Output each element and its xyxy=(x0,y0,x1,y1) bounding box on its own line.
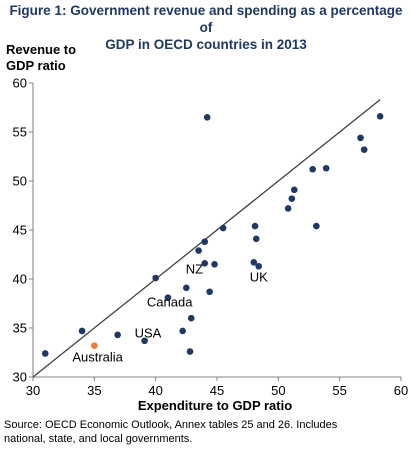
annotation-usa: USA xyxy=(135,326,162,341)
y-tick-label: 45 xyxy=(13,223,27,238)
data-point xyxy=(78,327,86,335)
annotation-uk: UK xyxy=(250,269,268,284)
y-axis-label-line-1: Revenue to xyxy=(6,42,77,57)
x-tick-label: 45 xyxy=(210,383,224,398)
x-tick-label: 40 xyxy=(148,383,162,398)
data-point xyxy=(183,284,190,292)
x-tick-label: 30 xyxy=(26,383,40,398)
data-point xyxy=(206,288,213,296)
data-point xyxy=(250,259,258,266)
data-point xyxy=(211,261,218,268)
data-point xyxy=(251,222,259,230)
data-point xyxy=(152,274,159,282)
chart-title: Figure 1: Government revenue and spendin… xyxy=(4,2,408,53)
data-point xyxy=(201,260,209,267)
annotation-australia: Australia xyxy=(72,350,123,365)
data-point xyxy=(195,247,202,254)
data-point xyxy=(252,235,260,243)
data-point xyxy=(203,114,211,121)
data-point xyxy=(255,262,263,270)
data-point xyxy=(360,146,368,153)
chart-title-line-1: Figure 1: Government revenue and spendin… xyxy=(9,3,403,35)
source-note-line-2: national, state, and local governments. xyxy=(4,433,193,445)
y-axis-label-line-2: GDP ratio xyxy=(6,58,66,73)
y-tick-label: 60 xyxy=(13,76,27,91)
x-tick-label: 60 xyxy=(394,383,408,398)
data-point xyxy=(313,222,320,230)
x-tick-label: 55 xyxy=(332,383,346,398)
data-point xyxy=(179,327,186,335)
chart-title-line-2: GDP in OECD countries in 2013 xyxy=(105,37,307,52)
data-point xyxy=(376,113,384,120)
reference-line xyxy=(32,99,381,378)
data-point xyxy=(309,165,316,173)
y-tick-label: 30 xyxy=(13,370,27,385)
y-axis-label: Revenue to GDP ratio xyxy=(6,42,96,74)
data-point xyxy=(186,348,194,355)
data-point xyxy=(219,224,227,232)
source-note: Source: OECD Economic Outlook, Annex tab… xyxy=(4,418,408,446)
annotation-canada: Canada xyxy=(147,295,193,310)
y-tick-label: 35 xyxy=(13,321,27,336)
x-axis-label: Expenditure to GDP ratio xyxy=(137,398,293,413)
data-point xyxy=(284,205,292,212)
annotation-nz: NZ xyxy=(186,261,203,276)
x-tick-label: 50 xyxy=(271,383,285,398)
data-point xyxy=(322,164,330,172)
data-point xyxy=(41,350,49,357)
source-note-line-1: Source: OECD Economic Outlook, Annex tab… xyxy=(4,419,338,431)
data-point-highlight xyxy=(91,342,98,349)
y-tick-label: 55 xyxy=(13,125,27,140)
data-point xyxy=(141,337,148,345)
data-point xyxy=(114,331,121,339)
data-point xyxy=(201,238,209,246)
x-tick-label: 35 xyxy=(87,383,101,398)
data-point xyxy=(357,134,364,142)
data-point xyxy=(290,186,298,194)
y-tick-label: 50 xyxy=(13,174,27,189)
data-point xyxy=(288,195,296,202)
data-point xyxy=(164,294,172,301)
data-point xyxy=(187,314,195,322)
y-tick-label: 40 xyxy=(13,272,27,287)
